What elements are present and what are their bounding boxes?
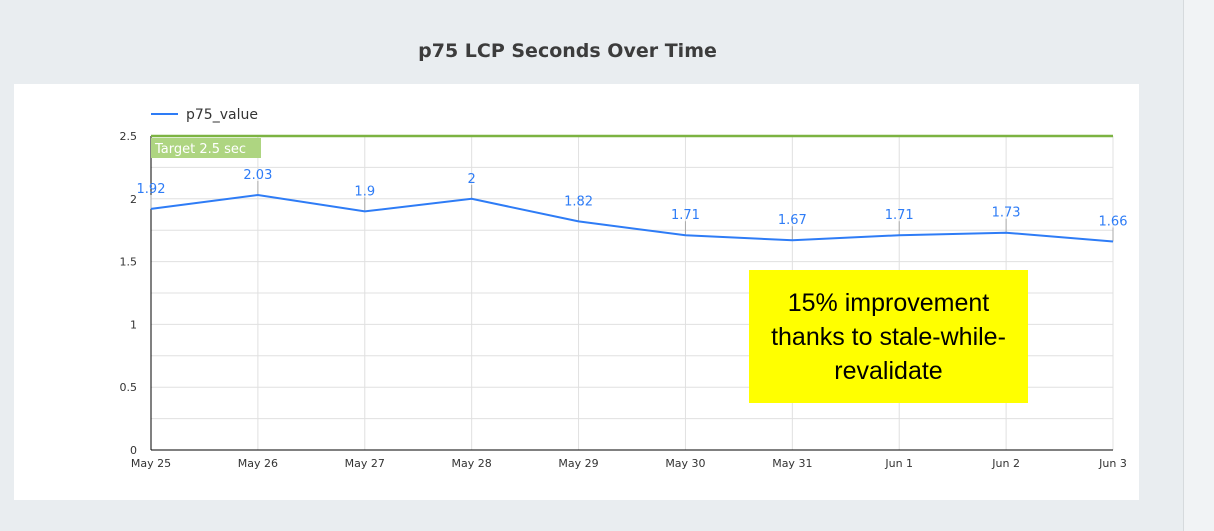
target-label: Target 2.5 sec [154, 142, 246, 157]
series-line [150, 194, 1114, 243]
data-label: 1.67 [778, 213, 807, 228]
y-tick-label: 0.5 [120, 381, 138, 394]
chart-title: p75 LCP Seconds Over Time [418, 40, 717, 62]
y-tick-label: 1.5 [120, 256, 138, 269]
x-tick-label: May 25 [131, 457, 171, 470]
data-label: 1.92 [137, 182, 166, 197]
x-tick-label: May 26 [238, 457, 278, 470]
right-scroll-panel [1183, 0, 1214, 531]
x-tick-label: May 31 [772, 457, 812, 470]
target-label-bg [151, 138, 261, 158]
x-tick-label: Jun 3 [1098, 457, 1127, 470]
y-tick-label: 2.5 [120, 130, 138, 143]
x-tick-label: May 30 [665, 457, 705, 470]
data-label: 1.9 [354, 184, 375, 199]
x-tick-label: Jun 2 [991, 457, 1020, 470]
y-tick-label: 2 [130, 193, 137, 206]
data-label: 1.66 [1099, 215, 1128, 230]
data-label: 1.82 [564, 194, 593, 209]
x-tick-label: May 29 [558, 457, 598, 470]
y-tick-label: 1 [130, 318, 137, 331]
legend-label: p75_value [186, 107, 258, 123]
data-label: 2 [468, 172, 476, 187]
annotation-box: 15% improvement thanks to stale-while-re… [749, 270, 1028, 403]
x-tick-label: May 27 [345, 457, 385, 470]
data-label: 1.71 [671, 208, 700, 223]
data-label: 1.73 [992, 206, 1021, 221]
x-tick-label: May 28 [452, 457, 492, 470]
data-label: 1.71 [885, 208, 914, 223]
x-tick-label: Jun 1 [884, 457, 913, 470]
y-tick-label: 0 [130, 444, 137, 457]
data-label: 2.03 [243, 168, 272, 183]
